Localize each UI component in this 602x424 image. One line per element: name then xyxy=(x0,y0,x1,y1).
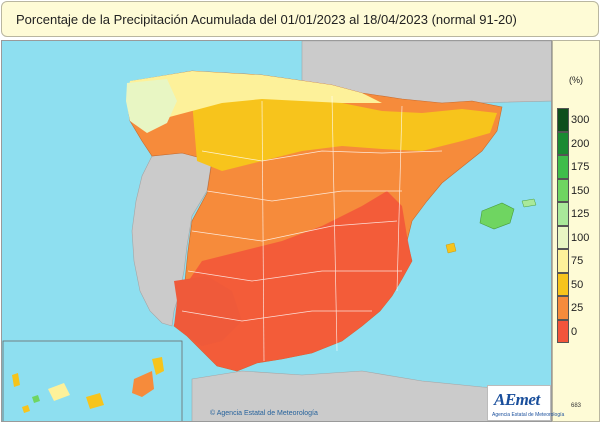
canary-island-la-gomera xyxy=(32,395,40,403)
legend-label-300: 300 xyxy=(571,114,590,126)
legend-label-175: 175 xyxy=(571,161,590,173)
southwest-red-region xyxy=(174,276,242,346)
legend-label-125: 125 xyxy=(571,208,590,220)
legend-swatch-200 xyxy=(557,131,569,155)
legend-label-100: 100 xyxy=(571,231,590,244)
canary-island-la-palma xyxy=(12,373,20,387)
legend-swatch-50 xyxy=(557,272,569,296)
aemet-logo-word: AEmet xyxy=(494,390,540,409)
legend-label-0: 0 xyxy=(571,325,578,338)
north-light-yellow-coast xyxy=(127,71,382,127)
canary-inset-frame xyxy=(2,340,183,421)
legend-unit: (%) xyxy=(569,75,583,85)
map-title: Porcentaje de la Precipitación Acumulada… xyxy=(16,12,517,27)
legend-swatch-25 xyxy=(557,296,569,320)
legend-label-150: 150 xyxy=(571,184,590,197)
precipitation-map xyxy=(2,41,551,421)
legend-swatch-0 xyxy=(557,319,569,343)
canary-island-gran-canaria xyxy=(86,393,104,409)
legend-label-25: 25 xyxy=(571,302,584,314)
aemet-logo: AEmet Agencia Estatal de Meteorología xyxy=(487,385,564,421)
canary-island-fuerteventura xyxy=(132,371,154,397)
legend-code: 683 xyxy=(571,403,582,409)
canary-island-el-hierro xyxy=(22,405,30,413)
canary-island-lanzarote xyxy=(152,357,164,375)
map-credit: © Agencia Estatal de Meteorología xyxy=(210,410,318,417)
portugal-landmass xyxy=(131,152,213,327)
legend-swatch-75 xyxy=(557,249,569,273)
galicia-pale-region xyxy=(126,79,177,133)
legend-swatch-100 xyxy=(557,225,569,249)
africa-landmass xyxy=(191,370,551,421)
north-yellow-band xyxy=(192,93,497,171)
ibiza-island xyxy=(445,242,457,254)
map-panel xyxy=(1,40,552,422)
title-panel: Porcentaje de la Precipitación Acumulada… xyxy=(1,1,599,37)
legend-scale xyxy=(557,108,569,343)
aemet-logo-subtitle: Agencia Estatal de Meteorología xyxy=(492,412,565,418)
legend-panel: (%) 300 200 175 150 125 100 75 50 25 0 683 xyxy=(552,40,600,422)
canary-island-tenerife xyxy=(48,383,70,401)
mallorca-island xyxy=(479,202,515,230)
legend-swatch-125 xyxy=(557,202,569,226)
legend-label-50: 50 xyxy=(571,278,584,291)
province-boundaries xyxy=(181,95,443,362)
legend-label-75: 75 xyxy=(571,255,584,267)
legend-swatch-150 xyxy=(557,178,569,202)
legend-label-200: 200 xyxy=(571,137,590,150)
legend-swatch-175 xyxy=(557,155,569,179)
legend-swatch-300 xyxy=(557,108,569,132)
menorca-island xyxy=(521,198,537,208)
